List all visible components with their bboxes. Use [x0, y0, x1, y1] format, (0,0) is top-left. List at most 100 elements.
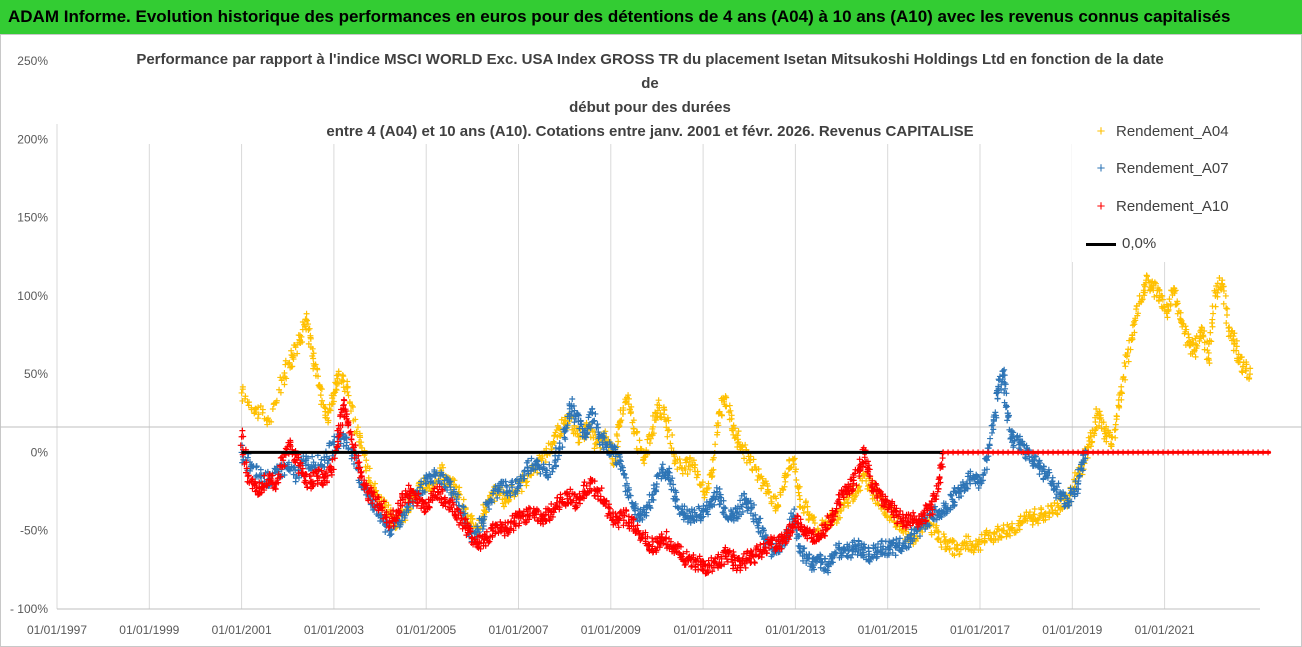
- data-point: [309, 345, 316, 352]
- data-point: [1185, 331, 1192, 338]
- data-point: [301, 321, 308, 328]
- data-point: [1234, 355, 1241, 362]
- data-point: [289, 352, 296, 359]
- data-point: [278, 377, 285, 384]
- data-point: [340, 373, 347, 380]
- data-point: [1139, 296, 1146, 303]
- data-point: [677, 459, 684, 466]
- data-point: [663, 424, 670, 431]
- data-point: [1201, 346, 1208, 353]
- data-point: [1220, 287, 1227, 294]
- plus-marker-icon: +: [1096, 160, 1106, 177]
- data-point: [505, 497, 512, 504]
- data-point: [619, 410, 626, 417]
- data-point: [1179, 320, 1186, 327]
- data-point: [664, 433, 671, 440]
- data-point: [872, 500, 879, 507]
- data-point: [762, 478, 769, 485]
- data-point: [1087, 433, 1094, 440]
- x-tick-label: 01/01/2021: [1135, 623, 1195, 637]
- data-point: [995, 526, 1002, 533]
- data-point: [623, 394, 630, 401]
- data-point: [1247, 365, 1254, 372]
- data-point: [552, 444, 559, 451]
- data-point: [259, 406, 266, 413]
- data-point: [1151, 279, 1158, 286]
- data-point: [238, 389, 245, 396]
- data-point: [792, 468, 799, 475]
- data-point: [659, 461, 666, 468]
- data-point: [878, 537, 885, 544]
- data-point: [653, 481, 660, 488]
- data-point: [255, 411, 262, 418]
- data-point: [985, 445, 992, 452]
- data-point: [1205, 355, 1212, 362]
- data-point: [353, 430, 360, 437]
- data-point: [664, 427, 671, 434]
- data-point: [663, 418, 670, 425]
- data-point: [940, 531, 947, 538]
- data-point: [634, 428, 641, 435]
- data-point: [1143, 277, 1150, 284]
- data-point: [833, 519, 840, 526]
- data-point: [1183, 326, 1190, 333]
- data-point: [242, 393, 249, 400]
- data-point: [804, 503, 811, 510]
- data-point: [781, 483, 788, 490]
- data-point: [1189, 336, 1196, 343]
- data-point: [1096, 415, 1103, 422]
- data-point: [617, 458, 624, 465]
- data-point: [782, 478, 789, 485]
- legend-label-a10: Rendement_A10: [1116, 198, 1229, 215]
- data-point: [930, 521, 937, 528]
- data-point: [1129, 332, 1136, 338]
- data-point: [773, 504, 780, 511]
- data-point: [1031, 506, 1038, 513]
- data-point: [1223, 311, 1230, 318]
- data-point: [687, 466, 694, 473]
- data-point: [493, 521, 500, 528]
- data-point: [731, 435, 738, 442]
- data-point: [708, 469, 715, 476]
- data-point: [681, 465, 688, 472]
- data-point: [1174, 310, 1181, 317]
- data-point: [1103, 438, 1110, 445]
- data-point: [1091, 430, 1098, 437]
- data-point: [346, 399, 353, 406]
- data-point: [783, 472, 790, 479]
- grid-lines: [0, 124, 1302, 610]
- x-tick-label: 01/01/2005: [396, 623, 456, 637]
- x-tick-label: 01/01/2015: [858, 623, 918, 637]
- data-point: [985, 532, 992, 539]
- data-point: [1175, 307, 1182, 314]
- data-point: [664, 414, 671, 421]
- data-point: [534, 469, 541, 476]
- data-point: [501, 496, 508, 503]
- data-point: [764, 488, 771, 495]
- data-point: [951, 552, 958, 559]
- data-point: [281, 472, 288, 479]
- data-point: [710, 454, 717, 461]
- data-point: [710, 466, 717, 473]
- data-point: [518, 488, 525, 495]
- data-point: [1012, 529, 1019, 536]
- data-point: [723, 394, 730, 401]
- data-point: [699, 479, 706, 486]
- data-point: [954, 545, 961, 552]
- data-point: [1007, 532, 1014, 539]
- data-point: [953, 546, 960, 553]
- data-point: [354, 424, 361, 431]
- data-point: [937, 539, 944, 546]
- data-point: [344, 383, 351, 390]
- data-point: [668, 445, 675, 452]
- data-point: [742, 564, 749, 571]
- x-tick-label: 01/01/1999: [119, 623, 179, 637]
- data-point: [717, 501, 724, 508]
- data-point: [303, 310, 310, 317]
- data-point: [305, 326, 312, 333]
- data-point: [685, 463, 692, 470]
- data-point: [963, 540, 970, 547]
- data-point: [705, 484, 712, 491]
- data-point: [656, 402, 663, 409]
- data-point: [319, 397, 326, 404]
